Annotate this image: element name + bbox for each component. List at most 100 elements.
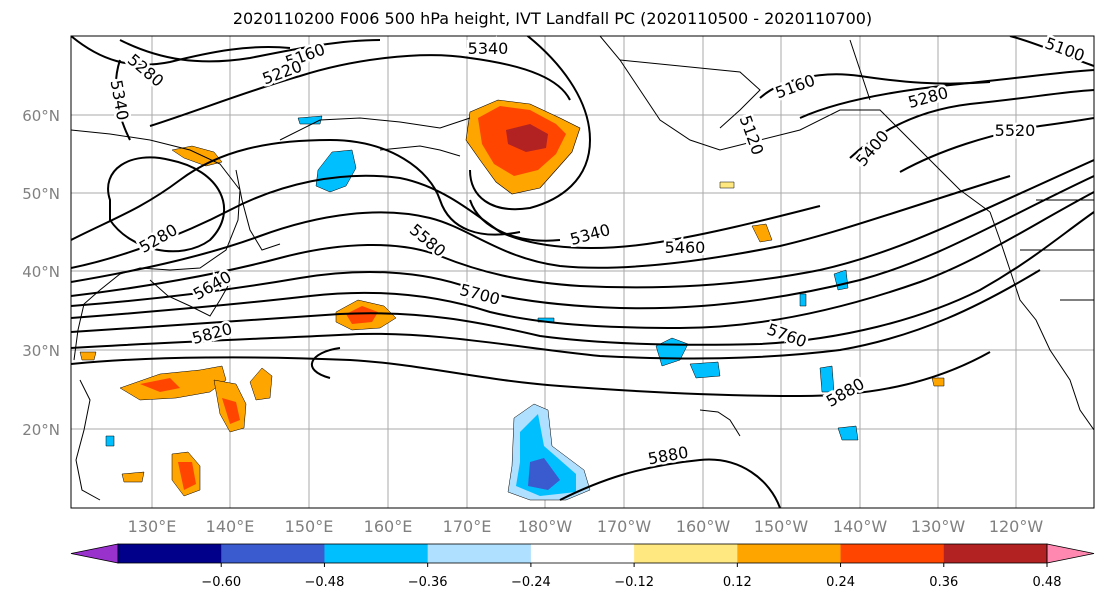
- contour-line: [71, 269, 1041, 360]
- colorbar: [70, 543, 1095, 564]
- contour-line: [71, 351, 991, 398]
- ivt-positive-blob: [79, 351, 97, 361]
- colorbar-tick-label: 0.12: [723, 575, 752, 590]
- contour-line: [71, 175, 1011, 283]
- colorbar-segment: [737, 544, 842, 563]
- coastline: [149, 279, 229, 317]
- contour-line: [114, 59, 131, 141]
- coastline: [71, 129, 241, 361]
- coastline: [849, 39, 871, 101]
- longitude-label: 130°W: [911, 517, 966, 536]
- colorbar-segment: [118, 544, 222, 563]
- colorbar-tick-label: −0.48: [305, 575, 345, 590]
- longitude-label: 170°E: [443, 517, 492, 536]
- colorbar-tick-label: 0.48: [1033, 575, 1062, 590]
- contour-line: [469, 36, 592, 211]
- contour-line: [759, 73, 991, 99]
- ivt-negative-blob: [528, 458, 560, 490]
- latitude-label: 20°N: [22, 421, 60, 439]
- longitude-label: 120°W: [989, 517, 1044, 536]
- contour-line: [799, 69, 1094, 119]
- colorbar-tick-label: −0.24: [511, 575, 551, 590]
- contour-line: [849, 89, 1094, 159]
- ivt-positive-blob: [719, 181, 735, 189]
- colorbar-tick-label: 0.36: [929, 575, 958, 590]
- ivt-positive-blob: [140, 378, 180, 392]
- colorbar-extend-high: [1046, 543, 1095, 564]
- coastline: [599, 36, 991, 213]
- longitude-label: 160°E: [364, 517, 413, 536]
- contour-line: [71, 36, 291, 66]
- contour-line: [310, 347, 341, 379]
- contour-line: [119, 39, 381, 63]
- ivt-negative-blob: [105, 435, 115, 447]
- latitude-label: 30°N: [22, 342, 60, 360]
- ivt-positive-blob: [249, 367, 273, 401]
- ivt-negative-blob: [837, 425, 859, 441]
- ivt-negative-blob: [799, 293, 807, 307]
- longitude-label: 140°W: [833, 517, 888, 536]
- colorbar-segment: [634, 544, 738, 563]
- contour-label: 5340: [468, 39, 509, 58]
- longitude-label: 180°W: [518, 517, 573, 536]
- latitude-label: 40°N: [22, 263, 60, 281]
- contour-line: [149, 54, 571, 127]
- contour-line: [899, 117, 1094, 173]
- coastline: [619, 59, 761, 129]
- colorbar-frame: [117, 543, 1048, 564]
- contour-line: [71, 138, 521, 241]
- map-frame: [70, 35, 1095, 509]
- height-contours: [71, 36, 1094, 508]
- colorbar-tick-label: −0.60: [201, 575, 241, 590]
- ivt-negative-blob: [819, 365, 835, 393]
- colorbar-segment: [943, 544, 1048, 563]
- coastline: [989, 211, 1094, 431]
- longitude-label: 150°E: [285, 517, 334, 536]
- colorbar-extend-low: [70, 543, 119, 564]
- contour-line: [71, 175, 1094, 310]
- contour-line: [1009, 36, 1094, 67]
- contour-line: [71, 159, 1094, 297]
- colorbar-ticks: −0.60 −0.48 −0.36 −0.24 −0.12 0.12 0.24 0.36 0.4…: [201, 563, 1062, 590]
- ivt-positive-blob: [178, 462, 196, 490]
- latitude-label: 50°N: [22, 185, 60, 203]
- longitude-label: 130°E: [128, 517, 177, 536]
- ivt-positive-blob: [506, 124, 548, 152]
- colorbar-segment: [840, 544, 945, 563]
- colorbar-segment: [530, 544, 635, 563]
- contour-line: [559, 458, 781, 508]
- longitude-label: 150°W: [754, 517, 809, 536]
- contour-label: 5520: [995, 121, 1036, 140]
- contour-line: [71, 174, 821, 269]
- longitude-label: 170°W: [597, 517, 652, 536]
- ivt-positive-blob: [171, 145, 223, 167]
- ivt-positive-blob: [121, 471, 145, 483]
- colorbar-segment: [427, 544, 532, 563]
- colorbar-tick-label: 0.24: [826, 575, 855, 590]
- colorbar-segment: [324, 544, 429, 563]
- longitude-labels: 130°E 140°E 150°E 160°E 170°E 180°W 170°W 160°W…: [128, 517, 1044, 536]
- coastline: [279, 117, 471, 141]
- coastline: [379, 145, 461, 157]
- ivt-positive-blob: [751, 223, 773, 243]
- colorbar-tick-label: −0.36: [408, 575, 448, 590]
- colorbar-segment: [221, 544, 325, 563]
- ivt-positive-blob: [931, 377, 945, 387]
- latitude-label: 60°N: [22, 107, 60, 125]
- map-title: 2020110200 F006 500 hPa height, IVT Land…: [232, 9, 873, 28]
- contour-line: [71, 191, 1094, 330]
- ivt-shading: [79, 99, 945, 501]
- coastline: [75, 379, 101, 501]
- longitude-label: 160°W: [676, 517, 731, 536]
- coastline: [235, 169, 281, 251]
- ivt-negative-blob: [689, 361, 721, 379]
- ivt-positive-blob: [346, 306, 378, 324]
- longitude-label: 140°E: [206, 517, 255, 536]
- contour-line: [469, 199, 561, 242]
- latitude-labels: 60°N 50°N 40°N 30°N 20°N: [22, 107, 60, 439]
- ivt-positive-blob: [222, 398, 240, 424]
- colorbar-tick-label: −0.12: [614, 575, 654, 590]
- contour-label: 5460: [665, 238, 706, 257]
- coastlines: [71, 36, 1094, 501]
